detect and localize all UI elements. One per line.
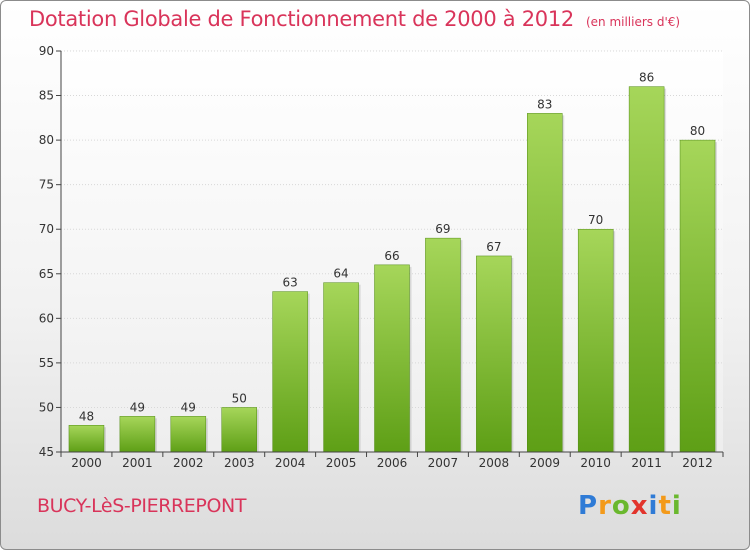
data-label: 86 [639, 71, 654, 85]
chart-unit: (en milliers d'€) [585, 15, 681, 29]
data-label: 66 [384, 249, 399, 263]
bar [628, 86, 665, 453]
x-tick-label: 2000 [71, 456, 102, 470]
bar [679, 139, 716, 453]
bars: 48 49 49 50 63 64 66 69 67 83 70 86 80 [68, 71, 718, 453]
y-tick-label: 70 [39, 222, 54, 236]
x-tick-label: 2012 [682, 456, 713, 470]
data-label: 69 [435, 222, 450, 236]
x-tick-label: 2008 [479, 456, 510, 470]
proxiti-logo: Proxiti [578, 491, 682, 521]
data-label: 80 [690, 124, 705, 138]
bar [425, 237, 461, 453]
x-tick-label: 2002 [173, 456, 204, 470]
data-label: 48 [79, 409, 94, 423]
bar [170, 416, 207, 453]
data-label: 49 [181, 400, 196, 414]
y-tick-label: 75 [39, 178, 54, 192]
y-tick-label: 45 [39, 445, 54, 459]
bar [374, 264, 410, 453]
x-tick-label: 2011 [631, 456, 662, 470]
x-tick-label: 2006 [377, 456, 408, 470]
bar [323, 282, 359, 453]
bar [221, 407, 257, 453]
x-tick-label: 2007 [428, 456, 459, 470]
bar [119, 416, 156, 453]
y-tick-label: 60 [39, 311, 54, 325]
x-tick-label: 2009 [529, 456, 560, 470]
data-label: 64 [333, 267, 348, 281]
x-tick-label: 2005 [326, 456, 357, 470]
y-tick-label: 65 [39, 267, 54, 281]
data-label: 49 [130, 400, 145, 414]
chart-title: Dotation Globale de Fonctionnement de 20… [29, 7, 574, 31]
bar [68, 425, 105, 453]
bar [476, 255, 512, 453]
y-tick-label: 50 [39, 400, 54, 414]
x-tick-label: 2004 [275, 456, 306, 470]
bar [577, 228, 614, 453]
chart-title-block: Dotation Globale de Fonctionnement de 20… [29, 7, 680, 31]
data-label: 83 [537, 97, 552, 111]
y-tick-label: 80 [39, 133, 54, 147]
y-tick-label: 55 [39, 356, 54, 370]
x-tick-label: 2001 [122, 456, 153, 470]
x-tick-label: 2003 [224, 456, 255, 470]
data-label: 70 [588, 213, 603, 227]
x-tick-label: 2010 [580, 456, 611, 470]
bar [272, 291, 308, 453]
data-label: 50 [232, 391, 247, 405]
bar [527, 113, 563, 453]
y-tick-label: 90 [39, 44, 54, 58]
x-axis: 2000 2001 2002 2003 2004 2005 2006 2007 2008 2009… [60, 451, 724, 470]
data-label: 67 [486, 240, 501, 254]
town-name: BUCY-LèS-PIERREPONT [37, 495, 247, 517]
y-axis: 45 50 55 60 65 70 75 80 85 90 [39, 44, 62, 459]
data-label: 63 [283, 276, 298, 290]
y-tick-label: 85 [39, 89, 54, 103]
